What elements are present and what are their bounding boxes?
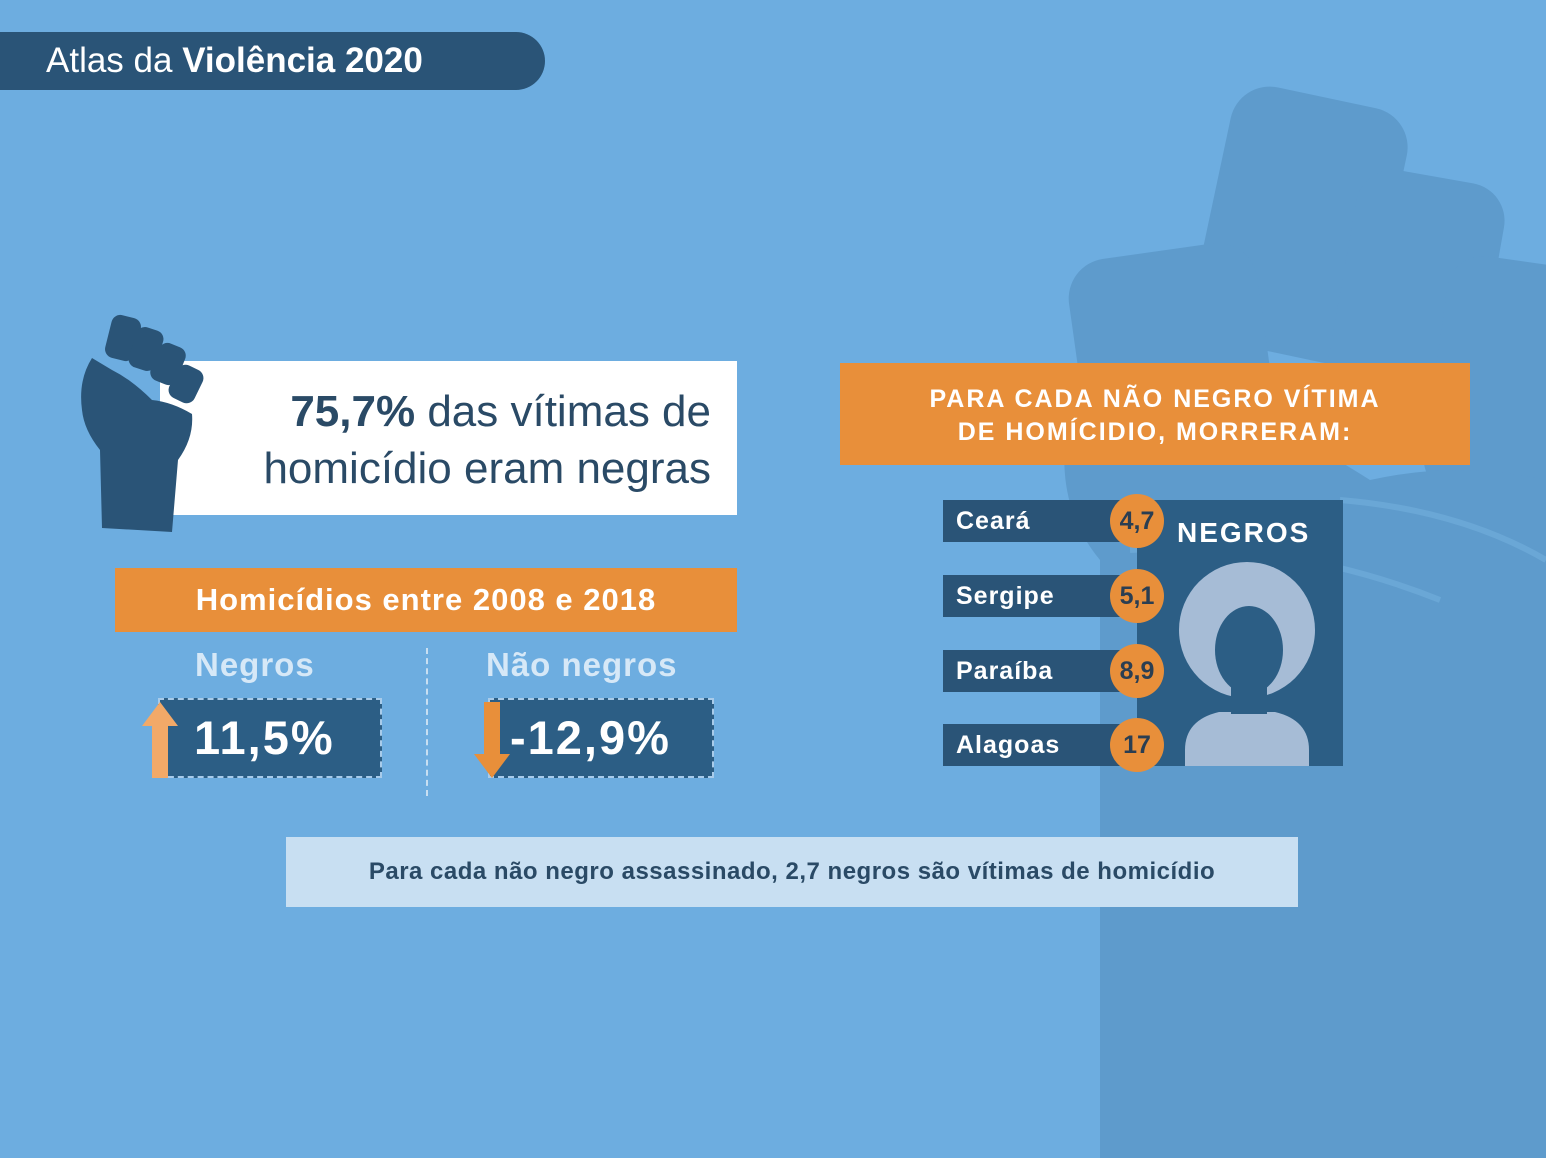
page-title: Atlas da Violência 2020 xyxy=(0,32,545,90)
homicidios-bar: Homicídios entre 2008 e 2018 xyxy=(115,568,737,632)
negros-value-box: 11,5% xyxy=(158,698,382,778)
state-bar-sergipe: Sergipe xyxy=(943,575,1143,617)
arrow-up-icon xyxy=(142,702,178,778)
comparison-header: PARA CADA NÃO NEGRO VÍTIMA DE HOMÍCIDIO,… xyxy=(840,363,1470,465)
stat-line-2: homicídio eram negras xyxy=(263,444,711,493)
state-value-ceara: 4,7 xyxy=(1110,494,1164,548)
nao-negros-value-box: -12,9% xyxy=(488,698,714,778)
state-name: Ceará xyxy=(956,507,1031,535)
state-value-paraiba: 8,9 xyxy=(1110,644,1164,698)
stat-text: 75,7% das vítimas de homicídio eram negr… xyxy=(263,383,711,497)
nao-negros-label: Não negros xyxy=(486,646,678,683)
negros-label: Negros xyxy=(195,646,315,683)
comparison-header-line-2: DE HOMÍCIDIO, MORRERAM: xyxy=(957,418,1353,446)
nao-negros-value: -12,9% xyxy=(510,711,671,764)
title-bold: Violência 2020 xyxy=(182,41,423,80)
footer-note: Para cada não negro assassinado, 2,7 neg… xyxy=(286,837,1298,907)
state-bar-ceara: Ceará xyxy=(943,500,1143,542)
stat-line-1: 75,7% das vítimas de xyxy=(263,383,711,440)
stat-line1-rest: das vítimas de xyxy=(415,387,711,436)
state-bar-alagoas: Alagoas xyxy=(943,724,1143,766)
raised-fist-icon xyxy=(81,314,204,532)
state-bar-paraiba: Paraíba xyxy=(943,650,1143,692)
stat-box: 75,7% das vítimas de homicídio eram negr… xyxy=(160,361,737,515)
person-silhouette-icon xyxy=(1179,562,1315,766)
negros-panel: NEGROS xyxy=(1137,500,1343,766)
state-name: Sergipe xyxy=(956,582,1055,610)
title-regular: Atlas da xyxy=(46,41,183,80)
state-name: Alagoas xyxy=(956,731,1061,759)
negros-value: 11,5% xyxy=(194,711,335,764)
arrow-down-icon xyxy=(474,702,510,778)
state-value-alagoas: 17 xyxy=(1110,718,1164,772)
state-value-sergipe: 5,1 xyxy=(1110,569,1164,623)
comparison-header-line-1: PARA CADA NÃO NEGRO VÍTIMA xyxy=(929,385,1381,413)
column-divider xyxy=(426,648,428,796)
state-name: Paraíba xyxy=(956,657,1054,685)
stat-highlight: 75,7% xyxy=(290,387,416,436)
negros-panel-label: NEGROS xyxy=(1177,517,1311,548)
